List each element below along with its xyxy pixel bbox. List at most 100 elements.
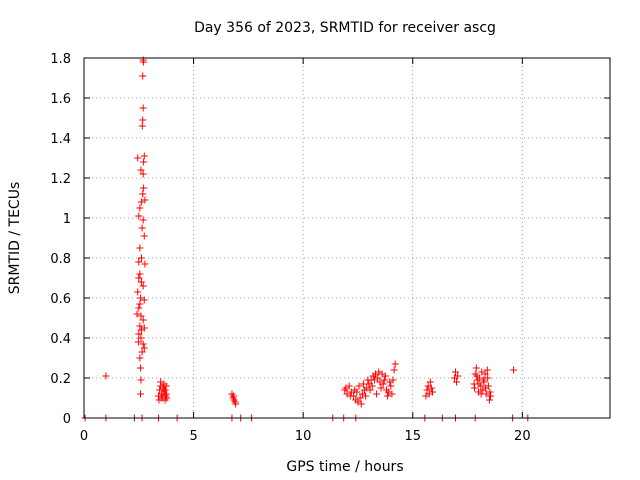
data-point (484, 374, 492, 382)
tick-labels: 0 5 10 15 20 0 0.2 0.4 0.6 0.8 1 1.2 1.4 1.6 1.8 (50, 52, 530, 444)
data-point (486, 388, 494, 396)
data-point (453, 378, 461, 386)
data-point (473, 372, 481, 380)
data-point (161, 386, 169, 394)
data-point (366, 386, 374, 394)
data-point (426, 378, 434, 386)
data-point (139, 190, 147, 198)
data-point (134, 154, 142, 162)
y-axis-label: SRMTID / TECUs (7, 182, 23, 295)
x-axis-label: GPS time / hours (286, 459, 403, 475)
data-point (384, 392, 392, 400)
data-point (375, 368, 383, 376)
axis-ticks (83, 57, 610, 419)
data-point (387, 382, 395, 390)
data-point (451, 368, 459, 376)
data-point (229, 392, 237, 400)
data-point (428, 388, 436, 396)
chart-title: Day 356 of 2023, SRMTID for receiver asc… (194, 20, 496, 36)
data-point (134, 338, 142, 346)
x-tick-label: 0 (80, 429, 88, 444)
data-point (134, 288, 142, 296)
data-point (487, 392, 495, 400)
data-point (139, 316, 147, 324)
data-point (140, 232, 148, 240)
data-point (137, 198, 145, 206)
data-point (364, 376, 372, 384)
data-point (135, 258, 143, 266)
data-point (137, 390, 145, 398)
data-point (379, 380, 387, 388)
data-point (133, 310, 141, 318)
data-point (138, 224, 146, 232)
data-point (356, 394, 364, 402)
data-point (380, 376, 388, 384)
data-point (386, 378, 394, 386)
data-point (137, 376, 145, 384)
y-tick-label: 1.2 (50, 172, 71, 187)
data-point (140, 344, 148, 352)
data-point (136, 244, 144, 252)
data-point (135, 212, 143, 220)
data-point (137, 364, 145, 372)
data-point (137, 312, 145, 320)
grid-lines (84, 58, 610, 418)
y-tick-label: 0.4 (50, 332, 71, 347)
y-tick-label: 1.4 (50, 132, 71, 147)
data-point (454, 372, 462, 380)
data-point (138, 348, 146, 356)
data-point (479, 376, 487, 384)
data-point (475, 380, 483, 388)
x-tick-label: 15 (404, 429, 421, 444)
data-point (137, 334, 145, 342)
data-point (137, 254, 145, 262)
data-point (137, 294, 145, 302)
data-point (140, 184, 148, 192)
data-point (472, 364, 480, 372)
data-point (136, 300, 144, 308)
data-point (139, 216, 147, 224)
data-point (346, 392, 354, 400)
y-tick-label: 1.6 (50, 92, 71, 107)
data-point (140, 58, 148, 66)
data-point (483, 366, 491, 374)
data-point (377, 384, 385, 392)
data-point (368, 382, 376, 390)
y-tick-label: 0.6 (50, 292, 71, 307)
y-tick-label: 0.2 (50, 372, 71, 387)
data-point (139, 72, 147, 80)
data-point (102, 372, 110, 380)
data-point (139, 170, 147, 178)
x-tick-label: 10 (295, 429, 312, 444)
data-point (342, 384, 350, 392)
data-point (362, 392, 370, 400)
x-tick-label: 20 (514, 429, 531, 444)
data-point (136, 204, 144, 212)
data-point (481, 370, 489, 378)
data-point (139, 282, 147, 290)
data-point (510, 366, 518, 374)
data-point (390, 366, 398, 374)
data-point (140, 152, 148, 160)
x-tick-label: 5 (189, 429, 197, 444)
data-point (351, 386, 359, 394)
data-point (357, 400, 365, 408)
data-point (136, 322, 144, 330)
data-point (140, 296, 148, 304)
data-point (157, 394, 165, 402)
data-point (136, 354, 144, 362)
data-point (138, 122, 146, 130)
data-point (355, 382, 363, 390)
data-point (381, 372, 389, 380)
data-point (139, 104, 147, 112)
data-point (140, 324, 148, 332)
data-point (140, 158, 148, 166)
data-point (471, 384, 479, 392)
data-point (139, 116, 147, 124)
y-tick-label: 1.8 (50, 52, 71, 67)
plot-frame (83, 57, 611, 419)
y-tick-label: 0.8 (50, 252, 71, 267)
data-point (485, 396, 493, 404)
data-point (135, 304, 143, 312)
